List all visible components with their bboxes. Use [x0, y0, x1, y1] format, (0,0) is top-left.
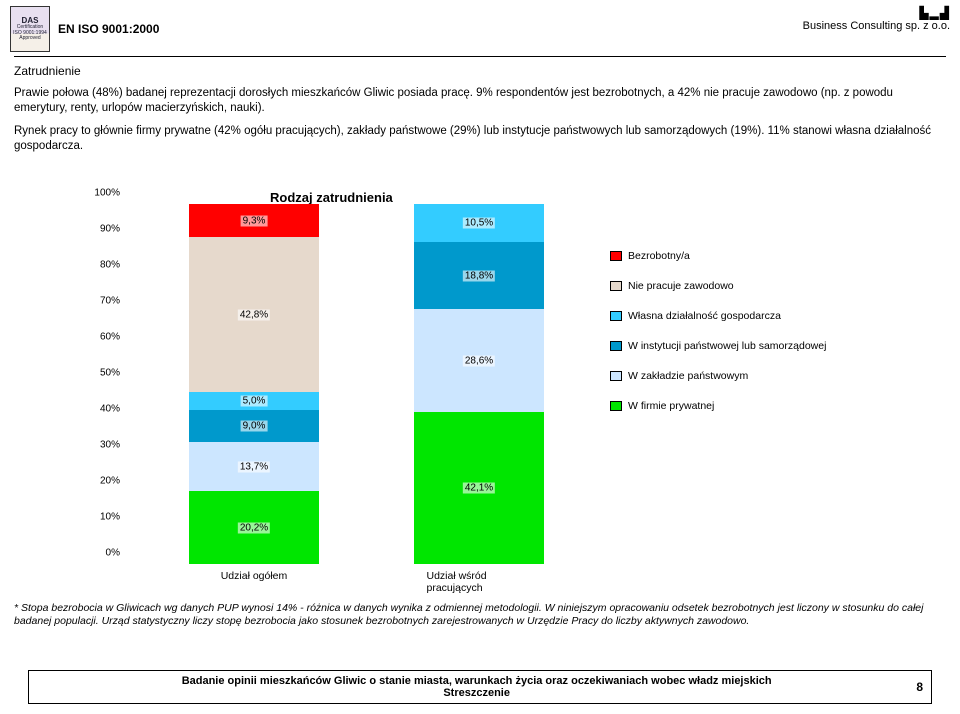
header-left: DAS Certification ISO 9001:1994 Approved… — [10, 6, 159, 52]
bar-segment-label: 10,5% — [463, 217, 495, 228]
bar-column: 10,5% 18,8% 28,6% 42,1% — [414, 204, 544, 564]
legend-label: Bezrobotny/a — [628, 250, 690, 262]
footer-text: Badanie opinii mieszkańców Gliwic o stan… — [37, 675, 916, 699]
y-tick: 0% — [106, 548, 120, 559]
bar-segment-instytucja: 18,8% — [414, 242, 544, 310]
bar-segment-label: 20,2% — [238, 522, 270, 533]
footnote: * Stopa bezrobocia w Gliwicach wg danych… — [14, 602, 946, 628]
y-tick: 40% — [100, 404, 120, 415]
x-axis-label: Udział wśród pracujących — [427, 570, 532, 594]
company-name: Business Consulting sp. z o.o. — [803, 20, 950, 32]
footer-line2: Streszczenie — [443, 687, 510, 699]
bar-segment-label: 5,0% — [241, 395, 268, 406]
chart-title: Rodzaj zatrudnienia — [270, 190, 393, 205]
y-tick: 90% — [100, 224, 120, 235]
paragraph-1: Prawie połowa (48%) badanej reprezentacj… — [14, 86, 946, 116]
legend-label: W zakładzie państwowym — [628, 370, 748, 382]
y-tick: 100% — [94, 188, 120, 199]
legend-item: Bezrobotny/a — [610, 250, 880, 262]
bar-segment-label: 42,1% — [463, 483, 495, 494]
y-tick: 10% — [100, 512, 120, 523]
bar-segment-zaklad: 13,7% — [189, 442, 319, 491]
y-axis: 0%10%20%30%40%50%60%70%80%90%100% — [70, 204, 124, 564]
das-badge-lines: Certification ISO 9001:1994 Approved — [12, 25, 48, 42]
bar-segment-label: 9,3% — [241, 215, 268, 226]
bar-segment-label: 9,0% — [241, 420, 268, 431]
employment-chart: Rodzaj zatrudnienia 0% 10% 20% 30% 40% 50% 60%… — [70, 190, 890, 590]
footer-box: Badanie opinii mieszkańców Gliwic o stan… — [28, 670, 932, 704]
bar-segment-bezrobotny: 9,3% — [189, 204, 319, 237]
bar-segment-firma: 20,2% — [189, 491, 319, 564]
legend-swatch — [610, 401, 622, 411]
bar-segment-label: 42,8% — [238, 309, 270, 320]
legend-swatch — [610, 281, 622, 291]
iso-label: EN ISO 9001:2000 — [58, 22, 159, 36]
legend-item: Własna działalność gospodarcza — [610, 310, 880, 322]
body-text: Prawie połowa (48%) badanej reprezentacj… — [14, 86, 946, 162]
legend-label: Nie pracuje zawodowo — [628, 280, 734, 292]
legend-swatch — [610, 371, 622, 381]
bar-column: 9,3% 42,8% 5,0% 9,0% 13,7% 20,2% — [189, 204, 319, 564]
page-number: 8 — [916, 680, 923, 694]
page-header: DAS Certification ISO 9001:1994 Approved… — [10, 6, 950, 52]
paragraph-2: Rynek pracy to głównie firmy prywatne (4… — [14, 124, 946, 154]
legend-item: Nie pracuje zawodowo — [610, 280, 880, 292]
header-rule — [14, 56, 946, 57]
y-tick: 60% — [100, 332, 120, 343]
legend-item: W instytucji państwowej lub samorządowej — [610, 340, 880, 352]
footer-line1: Badanie opinii mieszkańców Gliwic o stan… — [182, 675, 772, 687]
bar-segment-label: 13,7% — [238, 461, 270, 472]
legend-label: Własna działalność gospodarcza — [628, 310, 781, 322]
bar-segment-wlasna: 10,5% — [414, 204, 544, 242]
legend-swatch — [610, 251, 622, 261]
bar-segment-instytucja: 9,0% — [189, 410, 319, 442]
bar-segment-firma: 42,1% — [414, 412, 544, 564]
legend-swatch — [610, 311, 622, 321]
y-tick: 70% — [100, 296, 120, 307]
y-tick: 80% — [100, 260, 120, 271]
y-tick: 20% — [100, 476, 120, 487]
legend-label: W firmie prywatnej — [628, 400, 714, 412]
legend-swatch — [610, 341, 622, 351]
chart-plot: 9,3% 42,8% 5,0% 9,0% 13,7% 20,2% 10,5% 18,8% 28,… — [124, 204, 584, 564]
bar-segment-zaklad: 28,6% — [414, 309, 544, 412]
legend-item: W firmie prywatnej — [610, 400, 880, 412]
x-axis-label: Udział ogółem — [221, 570, 288, 582]
bar-segment-nie_pracuje: 42,8% — [189, 237, 319, 391]
y-tick: 50% — [100, 368, 120, 379]
legend-item: W zakładzie państwowym — [610, 370, 880, 382]
bar-segment-label: 28,6% — [463, 355, 495, 366]
company-logo-icon: ▙▂▟ — [803, 6, 950, 20]
legend-label: W instytucji państwowej lub samorządowej — [628, 340, 826, 352]
section-title: Zatrudnienie — [14, 64, 81, 78]
y-tick: 30% — [100, 440, 120, 451]
bar-segment-wlasna: 5,0% — [189, 392, 319, 410]
bar-segment-label: 18,8% — [463, 270, 495, 281]
das-badge-icon: DAS Certification ISO 9001:1994 Approved — [10, 6, 50, 52]
chart-legend: Bezrobotny/a Nie pracuje zawodowo Własna d… — [610, 250, 880, 430]
header-right: ▙▂▟ Business Consulting sp. z o.o. — [803, 6, 950, 32]
